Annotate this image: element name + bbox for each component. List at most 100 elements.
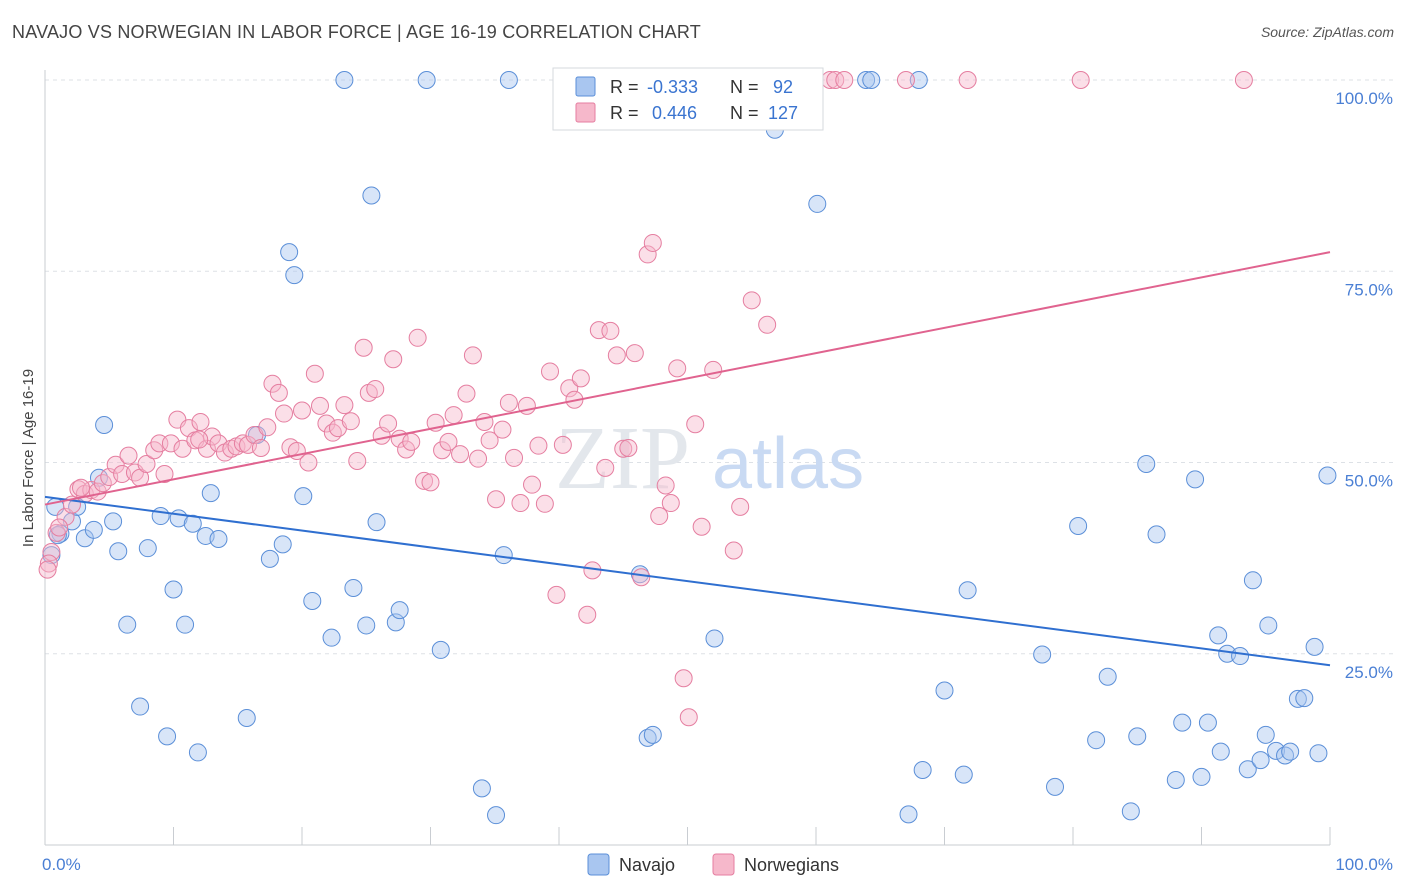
- norwegian-point: [106, 455, 125, 474]
- navajo-point: [118, 615, 137, 634]
- navajo-point: [1259, 616, 1278, 635]
- navajo-point: [1238, 760, 1257, 779]
- norwegian-point: [463, 346, 482, 365]
- trend-lines: [44, 251, 1331, 667]
- navajo-point: [294, 487, 313, 506]
- correlation-legend: R = -0.333 N = 92 R = 0.446 N = 127: [552, 67, 824, 131]
- norwegian-points: [38, 71, 1253, 727]
- norwegian-point: [553, 435, 572, 454]
- legend-swatch-norwegians: [575, 102, 596, 123]
- navajo-point: [164, 580, 183, 599]
- norwegian-point: [137, 455, 156, 474]
- navajo-point: [1098, 667, 1117, 686]
- navajo-point: [899, 805, 918, 824]
- norwegian-point: [601, 321, 620, 340]
- norwegian-point: [625, 344, 644, 363]
- navajo-point: [958, 581, 977, 600]
- navajo-point: [431, 640, 450, 659]
- norwegian-point: [457, 384, 476, 403]
- navajo-point: [1121, 802, 1140, 821]
- navajo-point: [1128, 727, 1147, 746]
- norwegian-point: [511, 494, 530, 513]
- navajo-point: [643, 725, 662, 744]
- watermark: ZIP atlas: [555, 409, 864, 508]
- navajo-point: [1256, 725, 1275, 744]
- norwegian-point: [643, 233, 662, 252]
- navajo-point: [499, 71, 518, 89]
- norwegian-point: [742, 291, 761, 310]
- navajo-point: [935, 681, 954, 700]
- navajo-point: [1198, 713, 1217, 732]
- norwegian-point: [493, 420, 512, 439]
- legend-r-label-norwegians: R =: [610, 103, 639, 123]
- navajo-point: [417, 71, 436, 89]
- norwegian-point: [1234, 71, 1253, 89]
- norwegian-point: [1071, 71, 1090, 89]
- navajo-point: [260, 549, 279, 568]
- norwegian-point: [251, 438, 270, 457]
- navajo-point: [857, 71, 876, 89]
- navajo-point: [494, 546, 513, 565]
- navajo-point: [1288, 689, 1307, 708]
- norwegian-point: [38, 560, 57, 579]
- norwegian-point: [269, 383, 288, 402]
- navajo-point: [1231, 647, 1250, 666]
- series-legend-swatch-navajo: [587, 853, 610, 876]
- norwegian-point: [402, 432, 421, 451]
- norwegian-point: [47, 523, 66, 542]
- norwegian-point: [731, 497, 750, 516]
- norwegian-point: [305, 364, 324, 383]
- navajo-point: [487, 806, 506, 825]
- norwegian-point: [119, 446, 138, 465]
- norwegian-point: [487, 490, 506, 509]
- navajo-point: [201, 484, 220, 503]
- norwegian-point: [421, 473, 440, 492]
- norwegian-point: [632, 568, 651, 587]
- navajo-point: [335, 71, 354, 89]
- navajo-point: [188, 743, 207, 762]
- navajo-point: [303, 591, 322, 610]
- navajo-point: [237, 709, 256, 728]
- navajo-point: [158, 727, 177, 746]
- norwegian-point: [650, 507, 669, 526]
- norwegian-point: [571, 369, 590, 388]
- navajo-point: [84, 520, 103, 539]
- navajo-point: [1192, 767, 1211, 786]
- norwegian-point: [39, 554, 58, 573]
- navajo-point: [104, 512, 123, 531]
- norwegian-point: [469, 449, 488, 468]
- norwegian-point: [607, 346, 626, 365]
- norwegian-point: [293, 401, 311, 420]
- navajo-point: [705, 629, 724, 648]
- navajo-point: [1318, 466, 1337, 485]
- norwegian-point: [480, 431, 499, 450]
- norwegian-point: [384, 350, 403, 369]
- norwegian-point: [686, 415, 705, 434]
- norwegian-point: [341, 412, 360, 431]
- chart-title: NAVAJO VS NORWEGIAN IN LABOR FORCE | AGE…: [12, 22, 701, 42]
- norwegian-point: [614, 439, 633, 458]
- navajo-point: [183, 514, 202, 533]
- norwegian-point: [958, 71, 977, 89]
- navajo-point: [386, 613, 405, 632]
- navajo-point: [1069, 516, 1088, 535]
- norwegian-point: [499, 393, 518, 412]
- navajo-point: [472, 779, 491, 798]
- norwegian-point: [475, 412, 494, 431]
- x-tick-labels: 0.0% 100.0%: [42, 855, 1393, 874]
- norwegian-point: [835, 71, 854, 89]
- series-legend-norwegians: Norwegians: [744, 855, 839, 875]
- norwegian-point: [161, 434, 180, 453]
- watermark-atlas: atlas: [712, 424, 864, 504]
- norwegian-point: [258, 418, 277, 437]
- navajo-point: [909, 71, 928, 89]
- navajo-point: [362, 186, 381, 205]
- norwegian-point: [317, 414, 336, 433]
- navajo-point: [1251, 751, 1270, 770]
- norwegian-point: [366, 380, 385, 399]
- navajo-point: [285, 266, 304, 285]
- navajo-point: [138, 539, 157, 558]
- norwegian-point: [541, 362, 560, 381]
- navajo-point: [1295, 689, 1314, 708]
